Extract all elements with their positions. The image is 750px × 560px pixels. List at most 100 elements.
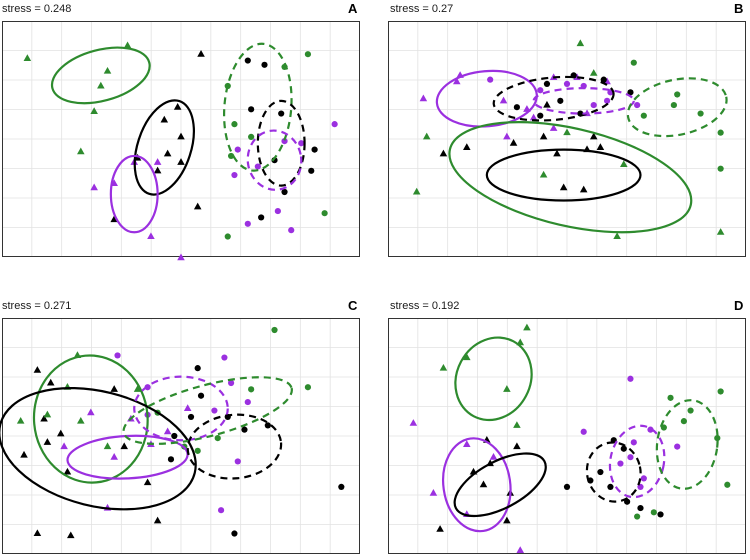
point-circle-black (231, 530, 238, 537)
point-triangle-green (97, 81, 105, 89)
point-triangle-purple (489, 453, 498, 460)
point-circle-green (714, 435, 721, 442)
point-circle-purple (298, 140, 305, 147)
point-circle-purple (640, 475, 647, 482)
point-circle-green (304, 51, 312, 58)
point-circle-green (194, 447, 201, 454)
point-circle-purple (288, 227, 295, 234)
plot-frame (2, 318, 360, 554)
point-circle-purple (630, 439, 637, 446)
point-triangle-black (20, 450, 28, 458)
point-circle-purple (211, 407, 218, 414)
point-triangle-black (160, 115, 169, 123)
stress-label: stress = 0.248 (2, 3, 72, 15)
point-triangle-green (539, 170, 548, 178)
nmds-plot (388, 318, 746, 554)
point-triangle-green (16, 416, 25, 424)
stress-label: stress = 0.192 (390, 300, 460, 312)
point-triangle-black (163, 149, 172, 157)
point-circle-black (167, 456, 175, 463)
point-circle-green (680, 418, 687, 425)
point-circle-black (194, 365, 201, 372)
point-triangle-green (77, 147, 85, 155)
point-triangle-green (43, 410, 52, 418)
point-circle-purple (331, 121, 338, 128)
point-triangle-black (33, 529, 42, 537)
point-circle-purple (254, 163, 261, 170)
point-triangle-purple (147, 232, 155, 240)
point-circle-black (620, 445, 627, 452)
point-circle-green (697, 110, 704, 117)
point-triangle-black (463, 143, 471, 150)
ellipse-black-dashed (186, 413, 283, 480)
point-circle-green (687, 407, 694, 414)
point-circle-black (261, 61, 268, 68)
point-circle-purple (244, 398, 251, 406)
point-circle-purple (580, 428, 587, 435)
point-triangle-black (589, 132, 598, 140)
point-circle-green (670, 101, 677, 109)
point-triangle-purple (409, 419, 418, 426)
point-circle-black (258, 214, 265, 221)
nmds-plot (2, 21, 360, 261)
point-triangle-green (23, 54, 32, 61)
point-triangle-black (479, 480, 488, 488)
point-circle-black (311, 146, 318, 153)
point-triangle-black (110, 385, 118, 392)
point-triangle-purple (177, 253, 185, 261)
point-circle-purple (231, 171, 238, 179)
point-triangle-purple (503, 132, 511, 140)
point-circle-green (667, 394, 674, 401)
ellipse-black-dashed (492, 75, 615, 122)
ellipse-black-dashed (256, 99, 306, 187)
point-triangle-purple (183, 404, 192, 411)
point-triangle-purple (549, 124, 558, 131)
point-circle-black (278, 110, 285, 117)
point-triangle-green (133, 385, 142, 392)
point-circle-black (557, 97, 564, 104)
point-triangle-purple (499, 96, 508, 104)
point-circle-purple (647, 426, 654, 433)
ellipse-green-solid (448, 121, 693, 234)
point-triangle-green (439, 363, 448, 371)
point-circle-green (231, 121, 238, 128)
point-circle-green (248, 386, 255, 393)
point-circle-purple (114, 352, 121, 359)
point-triangle-black (67, 531, 75, 539)
point-triangle-black (33, 366, 42, 373)
point-triangle-purple (516, 546, 525, 553)
point-triangle-black (120, 442, 128, 450)
point-circle-black (241, 426, 248, 433)
point-triangle-black (509, 139, 518, 146)
ellipse-purple-solid (109, 154, 159, 234)
point-circle-purple (603, 97, 611, 104)
ellipse-black-solid (0, 387, 197, 511)
point-triangle-black (543, 100, 551, 108)
nmds-plot (0, 318, 360, 554)
point-circle-black (338, 483, 345, 490)
point-triangle-purple (153, 158, 162, 165)
point-triangle-black (177, 158, 185, 165)
point-circle-black (627, 89, 634, 96)
point-circle-green (271, 326, 278, 334)
point-triangle-green (103, 442, 112, 450)
grid (2, 318, 360, 554)
point-circle-black (264, 422, 271, 429)
point-triangle-green (503, 385, 511, 392)
point-circle-green (717, 129, 724, 136)
point-triangle-black (46, 378, 55, 386)
point-triangle-black (513, 442, 521, 450)
ellipse-purple-dashed (246, 129, 303, 191)
point-circle-green (717, 165, 724, 172)
plot-frame (388, 318, 746, 554)
ellipse-black-dashed (585, 441, 642, 503)
point-triangle-green (523, 323, 531, 331)
point-triangle-green (90, 107, 98, 114)
grid (388, 21, 746, 257)
point-triangle-green (422, 132, 431, 140)
nmds-plot (388, 21, 746, 257)
point-circle-purple (244, 220, 251, 227)
point-triangle-green (716, 228, 725, 235)
ellipse-black-solid (133, 99, 195, 196)
ellipse-green-solid (32, 354, 149, 484)
